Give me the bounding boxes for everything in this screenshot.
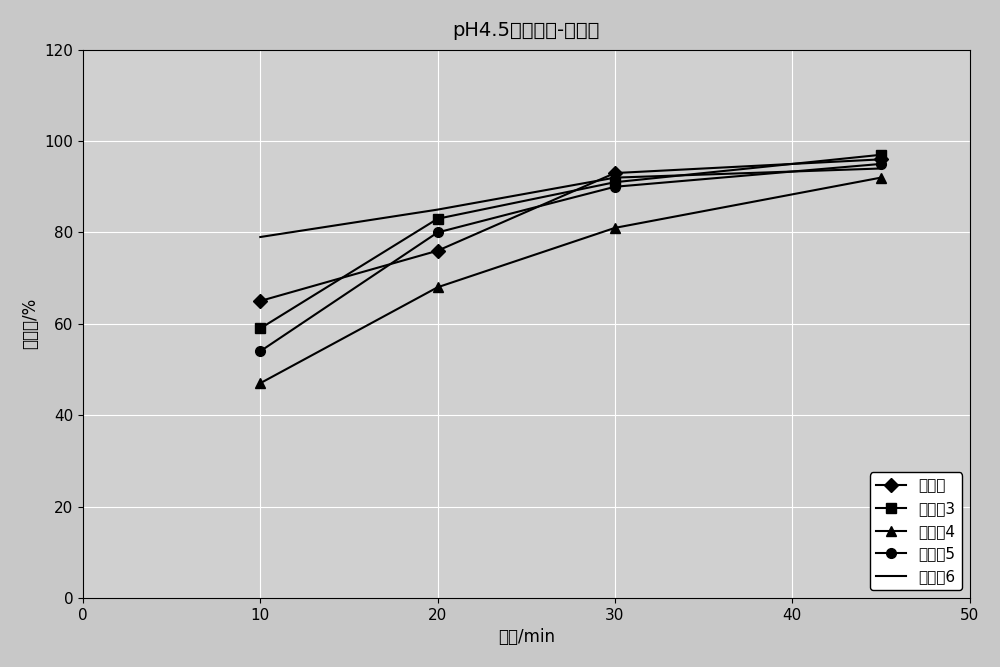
实施例3 <box>254 324 266 332</box>
X-axis label: 时间/min: 时间/min <box>498 628 555 646</box>
实施例5 <box>432 228 444 236</box>
Y-axis label: 溶出量/%: 溶出量/% <box>21 298 39 350</box>
Line: 实施例3: 实施例3 <box>255 150 886 334</box>
实施例4 <box>609 224 621 232</box>
实施例4 <box>875 173 887 181</box>
实施例6 <box>254 233 266 241</box>
Line: 实施例6: 实施例6 <box>260 169 881 237</box>
实施例3 <box>875 151 887 159</box>
Line: 实施例5: 实施例5 <box>255 159 886 356</box>
实施例5 <box>254 348 266 356</box>
Title: pH4.5溶出曲线-缬沙坦: pH4.5溶出曲线-缬沙坦 <box>453 21 600 40</box>
实施例5 <box>609 183 621 191</box>
实施例3 <box>432 215 444 223</box>
原研片 <box>432 247 444 255</box>
Line: 原研片: 原研片 <box>255 155 886 306</box>
实施例4 <box>432 283 444 291</box>
原研片 <box>609 169 621 177</box>
原研片 <box>875 155 887 163</box>
实施例6 <box>609 173 621 181</box>
实施例6 <box>432 205 444 213</box>
原研片 <box>254 297 266 305</box>
Legend: 原研片, 实施例3, 实施例4, 实施例5, 实施例6: 原研片, 实施例3, 实施例4, 实施例5, 实施例6 <box>870 472 962 590</box>
实施例6 <box>875 165 887 173</box>
实施例4 <box>254 379 266 387</box>
实施例5 <box>875 160 887 168</box>
实施例3 <box>609 178 621 186</box>
Line: 实施例4: 实施例4 <box>255 173 886 388</box>
